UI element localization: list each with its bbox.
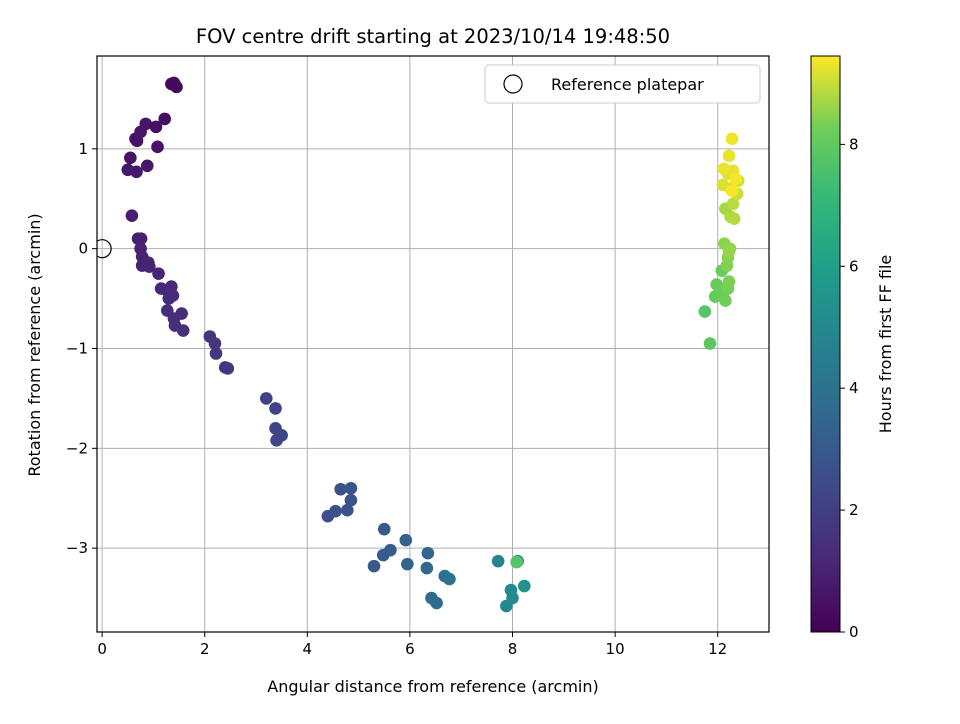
plot-area-frame [96,55,770,633]
data-point [259,392,273,405]
y-tick-label: 1 [78,140,88,158]
x-tick-label: 10 [606,640,625,658]
data-point [209,347,223,360]
legend-entry-reference: Reference platepar [551,75,704,94]
data-point [125,209,139,223]
data-point [344,481,358,495]
y-tick-label: 0 [78,240,88,258]
reference-platepar-marker [97,239,112,259]
data-point [140,159,154,173]
data-point [716,178,730,192]
data-point [726,197,740,211]
chart-title: FOV centre drift starting at 2023/10/14 … [196,25,670,48]
colorbar-tick-label: 6 [849,257,859,275]
data-point [151,140,164,154]
x-tick-label: 0 [97,640,107,658]
data-point [421,546,435,560]
data-point [176,324,190,337]
y-axis-ticks: −3 −2 −1 0 1 [66,140,97,557]
data-point [334,482,347,496]
colorbar-tick-label: 4 [849,379,859,397]
data-point [401,557,414,571]
legend: Reference platepar [484,64,761,104]
x-tick-label: 12 [708,640,727,658]
x-tick-label: 2 [200,640,210,658]
data-point [134,232,148,245]
y-tick-label: −1 [66,339,88,357]
x-tick-label: 4 [303,640,313,658]
data-point [367,559,381,573]
data-point [443,572,456,586]
grid-lines [97,56,769,632]
data-point [703,337,717,350]
legend-marker-icon [503,74,523,94]
x-tick-label: 6 [405,640,415,658]
data-point [221,362,235,375]
data-points [97,76,745,613]
data-point [491,554,505,568]
data-point [124,151,137,165]
colorbar-tick-label: 2 [849,501,859,519]
data-point [377,522,391,536]
x-tick-label: 8 [508,640,518,658]
colorbar-tick-label: 0 [849,623,859,641]
data-point [725,184,739,198]
colorbar-label: Hours from first FF file [876,255,895,434]
x-axis-label: Angular distance from reference (arcmin) [267,677,598,696]
data-point [130,165,143,179]
data-point [722,275,736,288]
colorbar-ticks: 0 2 4 6 8 [840,135,859,641]
data-point [139,117,153,131]
data-point [430,596,443,610]
data-point [149,120,163,134]
data-point [727,212,741,226]
data-point [175,307,188,320]
data-point [152,267,165,280]
data-point [341,503,354,517]
data-point [729,172,742,186]
y-axis-label: Rotation from reference (arcmin) [25,213,44,476]
legend-box [484,64,761,104]
data-point [208,337,222,350]
data-point [518,579,531,593]
data-point [170,80,183,94]
y-tick-label: −3 [66,539,88,557]
x-axis-ticks: 0 2 4 6 8 10 12 [97,632,727,658]
colorbar-gradient [810,55,841,633]
colorbar: 0 2 4 6 8 Hours from first FF file [810,55,895,641]
colorbar-tick-label: 8 [849,135,859,153]
data-point [722,149,736,163]
data-point [166,289,180,302]
data-point [384,543,397,557]
data-point [698,305,712,318]
y-tick-label: −2 [66,439,88,457]
data-point [725,132,739,146]
data-point [420,561,434,575]
data-point [143,260,156,273]
data-point [158,112,172,126]
data-point [506,591,519,605]
data-point [510,555,523,569]
data-point [719,294,732,307]
data-point [129,132,142,146]
data-point [275,429,288,442]
data-point [344,493,358,507]
data-point [269,402,282,415]
data-point [329,504,342,518]
data-point [722,245,736,258]
data-point [399,533,413,547]
data-point [717,162,731,176]
